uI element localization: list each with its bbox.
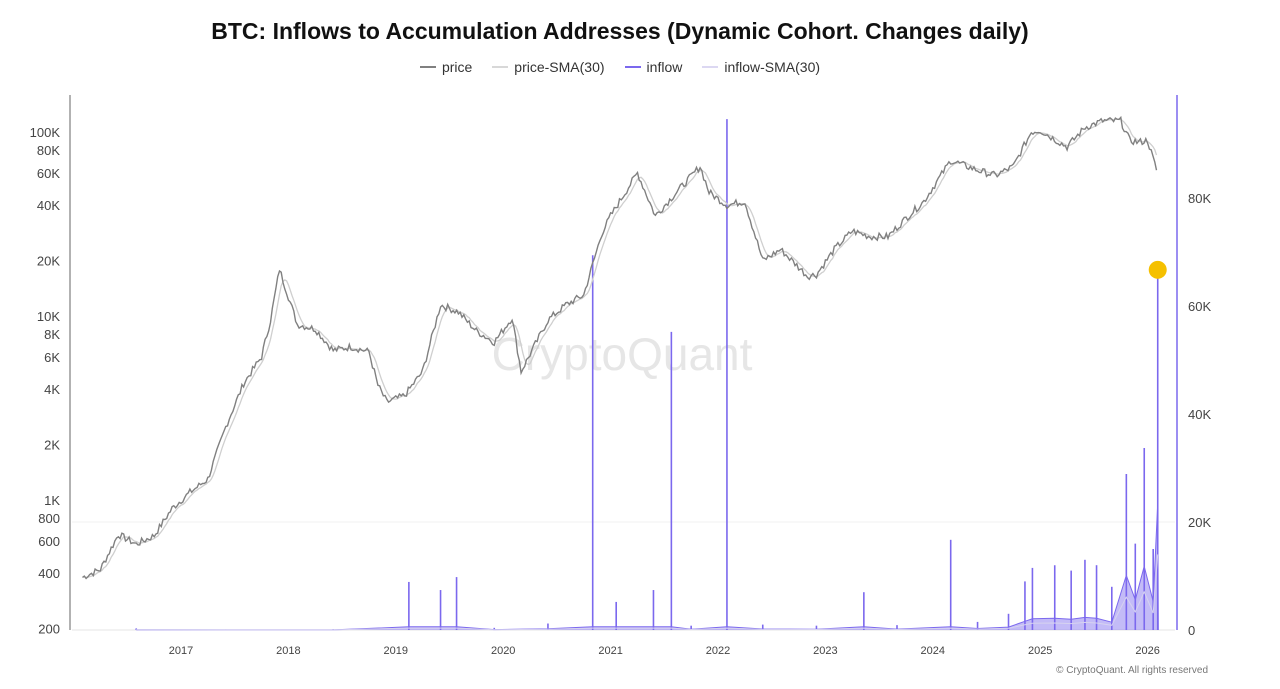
left-tick-label: 8K [44,327,60,342]
legend-swatch [624,66,641,68]
x-tick-label: 2024 [921,645,945,657]
highlight-marker [1148,260,1167,279]
legend-swatch [492,66,509,68]
legend-price[interactable]: price [419,59,473,75]
left-tick-label: 4K [44,382,60,397]
x-tick-label: 2022 [706,645,730,657]
price-series [82,115,1158,580]
legend-inflow[interactable]: inflow [624,59,683,75]
legend-label: inflow-SMA(30) [724,59,821,75]
left-tick-label: 2K [44,438,60,453]
legend-label: price [441,59,473,75]
left-tick-label: 6K [44,350,60,365]
right-tick-label: 60K [1188,299,1211,314]
chart-title: BTC: Inflows to Accumulation Addresses (… [211,18,1029,44]
gridlines [72,521,1175,631]
left-tick-label: 800 [38,511,60,526]
inflow-sma-line [136,554,1159,631]
price-line [82,115,1158,580]
left-tick-label: 60K [37,166,60,181]
x-tick-label: 2020 [491,645,515,657]
x-tick-label: 2023 [813,645,837,657]
x-axis-ticks: 2017 2018 2019 2020 2021 2022 2023 2024 2025 2026 [169,645,1160,657]
copyright-footer: © CryptoQuant. All rights reserved [1056,665,1208,676]
left-axis-ticks: 200 400 600 800 1K 2K 4K 6K 8K 10K 20K 40K 60K 80K 100… [30,125,61,637]
legend-swatch [702,66,719,68]
inflow-base-area [136,503,1159,631]
left-tick-label: 80K [37,143,60,158]
x-tick-label: 2021 [598,645,622,657]
legend-label: price-SMA(30) [514,59,605,75]
left-tick-label: 100K [30,125,61,140]
right-tick-label: 80K [1188,191,1211,206]
legend-swatch [419,66,436,68]
watermark: CryptoQuant [492,328,753,380]
right-tick-label: 40K [1188,407,1211,422]
x-tick-label: 2018 [276,645,300,657]
right-tick-label: 0 [1188,623,1195,638]
x-tick-label: 2025 [1028,645,1052,657]
legend-label: inflow [646,59,683,75]
right-axis-ticks: 0 20K 40K 60K 80K [1188,191,1211,638]
x-tick-label: 2019 [384,645,408,657]
legend-price-sma[interactable]: price-SMA(30) [492,59,605,75]
left-tick-label: 40K [37,198,60,213]
legend-inflow-sma[interactable]: inflow-SMA(30) [702,59,820,75]
left-tick-label: 600 [38,534,60,549]
x-tick-label: 2026 [1135,645,1159,657]
left-tick-label: 400 [38,566,60,581]
x-tick-label: 2017 [169,645,193,657]
left-tick-label: 10K [37,309,60,324]
price-sma-line [82,118,1158,579]
legend: price price-SMA(30) inflow inflow-SMA(30… [0,59,1240,75]
right-tick-label: 20K [1188,515,1211,530]
left-tick-label: 200 [38,622,60,637]
left-tick-label: 20K [37,254,60,269]
left-tick-label: 1K [44,493,60,508]
